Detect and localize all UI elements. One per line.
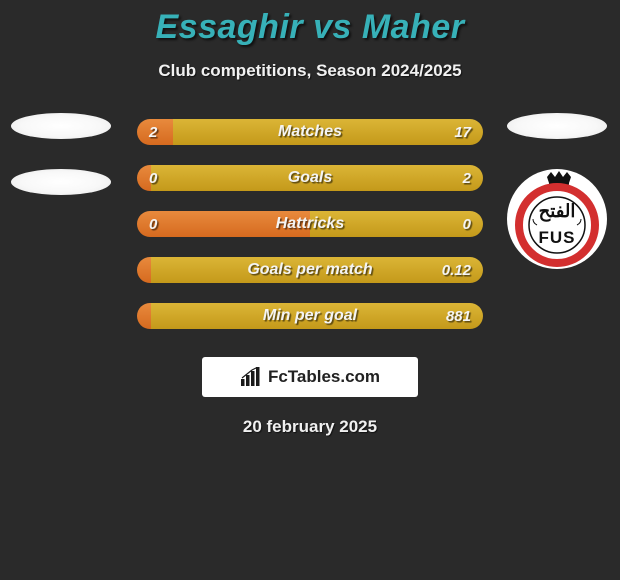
bar-right-fill bbox=[310, 211, 483, 237]
bar-value-right: 881 bbox=[446, 303, 471, 329]
page-title: Essaghir vs Maher bbox=[0, 0, 620, 47]
brand-text: FcTables.com bbox=[268, 367, 380, 387]
bar-value-right: 0 bbox=[463, 211, 471, 237]
bar-right-fill bbox=[173, 119, 483, 145]
bar-value-right: 0.12 bbox=[442, 257, 471, 283]
bar-right-fill bbox=[151, 165, 483, 191]
bar-row: Min per goal881 bbox=[137, 303, 483, 329]
bar-left-fill bbox=[137, 303, 151, 329]
avatar-placeholder bbox=[11, 169, 111, 195]
right-player-column: الفتح FUS bbox=[504, 113, 609, 269]
avatar-placeholder bbox=[11, 113, 111, 139]
bar-row: Hattricks00 bbox=[137, 211, 483, 237]
bar-left-fill bbox=[137, 257, 151, 283]
bar-left-fill bbox=[137, 211, 310, 237]
brand-badge: FcTables.com bbox=[202, 357, 418, 397]
club-logo: الفتح FUS bbox=[507, 169, 607, 269]
bar-value-left: 0 bbox=[149, 165, 157, 191]
club-logo-svg: الفتح FUS bbox=[507, 169, 607, 269]
bar-row: Goals02 bbox=[137, 165, 483, 191]
bar-row: Goals per match0.12 bbox=[137, 257, 483, 283]
avatar-placeholder bbox=[507, 113, 607, 139]
bar-row: Matches217 bbox=[137, 119, 483, 145]
svg-text:الفتح: الفتح bbox=[538, 201, 575, 222]
left-player-column bbox=[8, 113, 113, 195]
subtitle: Club competitions, Season 2024/2025 bbox=[0, 61, 620, 81]
comparison-bars: Matches217Goals02Hattricks00Goals per ma… bbox=[137, 119, 483, 329]
bar-value-left: 2 bbox=[149, 119, 157, 145]
brand-icon bbox=[240, 367, 262, 387]
stats-area: الفتح FUS Matches217Goals02Hattricks00Go… bbox=[0, 119, 620, 329]
date-line: 20 february 2025 bbox=[0, 417, 620, 437]
bar-right-fill bbox=[151, 303, 483, 329]
bar-value-left: 0 bbox=[149, 211, 157, 237]
bar-value-right: 17 bbox=[454, 119, 471, 145]
svg-text:FUS: FUS bbox=[538, 228, 575, 247]
bar-right-fill bbox=[151, 257, 483, 283]
bar-value-right: 2 bbox=[463, 165, 471, 191]
